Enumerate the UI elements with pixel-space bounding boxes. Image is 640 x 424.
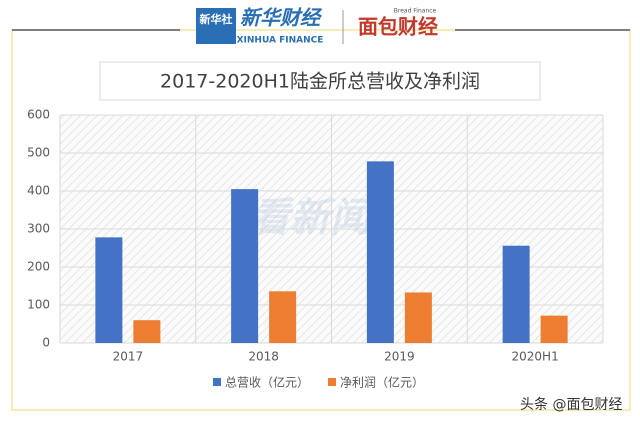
bar <box>366 161 394 343</box>
bar <box>269 291 297 343</box>
bar <box>231 189 259 343</box>
logo-left: 新华社 <box>200 12 233 26</box>
y-tick-label: 500 <box>27 146 50 160</box>
y-tick-label: 600 <box>27 108 50 122</box>
bar <box>502 245 530 343</box>
brand-en: XINHUA FINANCE <box>237 36 324 46</box>
legend-label: 净利润（亿元） <box>340 375 424 390</box>
y-tick-label: 100 <box>27 298 50 312</box>
legend-label: 总营收（亿元） <box>225 375 309 390</box>
y-tick-label: 400 <box>27 184 50 198</box>
y-tick-label: 0 <box>42 336 50 350</box>
logo-right-en: Bread Finance <box>394 8 437 15</box>
watermark: 看新闻 <box>250 195 376 241</box>
title-box <box>99 61 541 101</box>
brand: 新华财经 <box>240 6 323 30</box>
logo-right: 面包财经 <box>358 15 438 39</box>
frame <box>11 29 631 411</box>
legend-swatch <box>328 378 336 386</box>
bar <box>404 292 432 343</box>
footer: 头条 @面包财经 <box>520 396 622 413</box>
bar <box>540 315 568 343</box>
x-tick-label: 2019 <box>384 350 415 364</box>
chart-title: 2017-2020H1陆金所总营收及净利润 <box>160 71 480 93</box>
x-tick-label: 2020H1 <box>512 350 559 364</box>
legend-swatch <box>213 378 221 386</box>
bar <box>95 237 123 343</box>
y-tick-label: 200 <box>27 260 50 274</box>
logo-left-box <box>196 8 236 44</box>
y-tick-label: 300 <box>27 222 50 236</box>
x-tick-label: 2018 <box>248 350 279 364</box>
x-tick-label: 2017 <box>113 350 144 364</box>
bar <box>133 320 161 343</box>
